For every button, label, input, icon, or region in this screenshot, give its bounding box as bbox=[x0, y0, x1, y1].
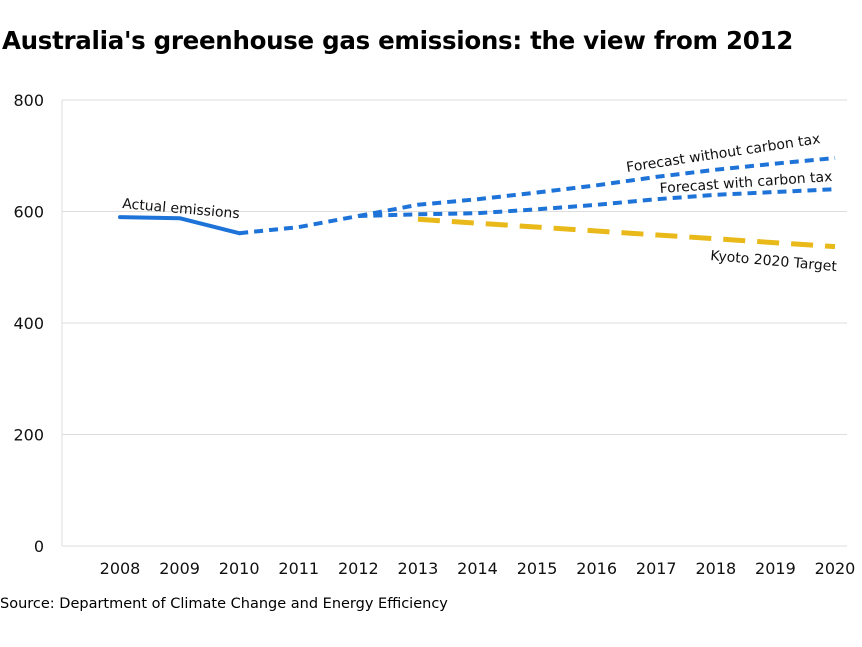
label-forecast-with-tax: Forecast with carbon tax bbox=[659, 169, 833, 197]
x-tick-label: 2009 bbox=[159, 559, 200, 578]
source-note: Source: Department of Climate Change and… bbox=[0, 596, 448, 612]
x-tick-label: 2018 bbox=[695, 559, 736, 578]
x-tick-label: 2014 bbox=[457, 559, 498, 578]
x-tick-label: 2013 bbox=[398, 559, 439, 578]
x-tick-label: 2020 bbox=[815, 559, 856, 578]
series-line-0 bbox=[118, 215, 242, 236]
x-tick-label: 2011 bbox=[278, 559, 319, 578]
x-axis-ticks: 2008 2009 2010 2011 2012 2013 2014 2015 2016 2017… bbox=[100, 559, 856, 578]
gridlines bbox=[61, 99, 847, 547]
series-line-3 bbox=[358, 187, 836, 218]
y-tick-label: 200 bbox=[13, 426, 44, 445]
series-line-1 bbox=[238, 214, 359, 236]
label-kyoto-target: Kyoto 2020 Target bbox=[710, 248, 838, 275]
series-labels: Actual emissions Forecast without carbon… bbox=[122, 131, 838, 275]
x-tick-label: 2010 bbox=[219, 559, 260, 578]
x-tick-label: 2015 bbox=[517, 559, 558, 578]
x-tick-label: 2016 bbox=[576, 559, 617, 578]
x-tick-label: 2008 bbox=[100, 559, 141, 578]
series-line-4 bbox=[417, 216, 836, 250]
y-tick-label: 400 bbox=[13, 314, 44, 333]
y-tick-label: 600 bbox=[13, 203, 44, 222]
series-line-2 bbox=[357, 156, 836, 218]
x-tick-label: 2017 bbox=[636, 559, 677, 578]
series-lines bbox=[118, 156, 836, 250]
y-axis-ticks: 0 200 400 600 800 bbox=[13, 91, 44, 556]
chart-title: Australia's greenhouse gas emissions: th… bbox=[2, 26, 793, 55]
x-tick-label: 2012 bbox=[338, 559, 379, 578]
y-tick-label: 800 bbox=[13, 91, 44, 110]
x-tick-label: 2019 bbox=[755, 559, 796, 578]
y-tick-label: 0 bbox=[34, 537, 44, 556]
